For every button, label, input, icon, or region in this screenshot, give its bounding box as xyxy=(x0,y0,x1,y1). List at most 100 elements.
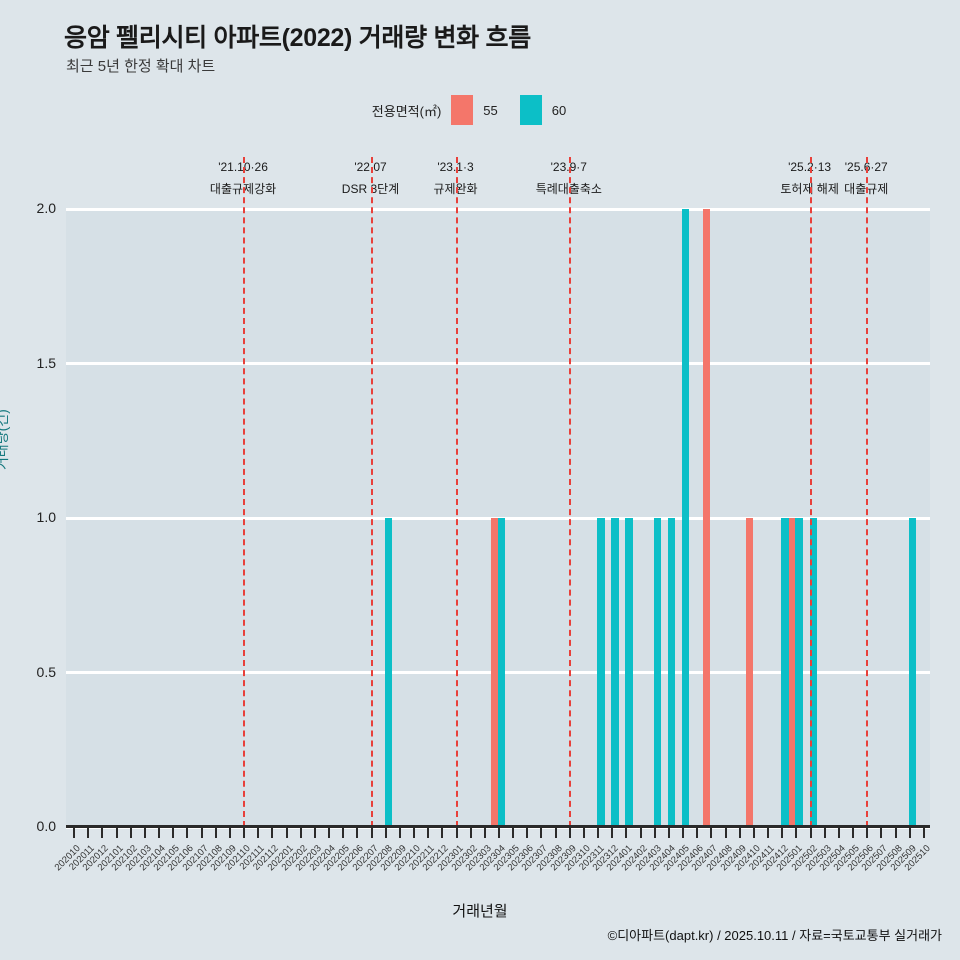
x-tick xyxy=(143,827,146,838)
legend-title: 전용면적(㎡) xyxy=(371,103,442,119)
event-line-202301 xyxy=(455,157,458,827)
x-tick xyxy=(87,827,90,838)
gridline xyxy=(66,207,930,211)
bar-60-202509[interactable] xyxy=(908,518,917,827)
x-tick xyxy=(427,827,430,838)
bar-60-202501[interactable] xyxy=(795,518,803,827)
x-tick xyxy=(129,827,132,838)
x-tick xyxy=(313,827,316,838)
x-tick xyxy=(186,827,189,838)
x-tick xyxy=(752,827,755,838)
legend-label-60: 60 xyxy=(551,102,567,118)
bar-60-202208[interactable] xyxy=(384,518,393,827)
x-tick xyxy=(512,827,515,838)
x-tick xyxy=(540,827,543,838)
y-axis-title: 거래량(건) xyxy=(0,409,10,470)
bar-55-202304[interactable] xyxy=(490,518,498,827)
x-tick xyxy=(767,827,770,838)
x-tick xyxy=(158,827,161,838)
legend-swatch-60 xyxy=(519,95,542,125)
y-tick-label: 2.0 xyxy=(36,200,56,216)
bar-60-202401[interactable] xyxy=(625,518,633,827)
x-tick xyxy=(922,827,925,838)
x-tick xyxy=(809,827,812,838)
event-date: '21.10·26 xyxy=(218,160,268,174)
event-line-202207 xyxy=(370,157,373,827)
x-tick xyxy=(483,827,486,838)
bar-60-202312[interactable] xyxy=(611,518,619,827)
y-tick-label: 0.5 xyxy=(36,663,56,680)
event-date: '22.07 xyxy=(354,160,387,174)
bar-60-202502[interactable] xyxy=(809,518,817,827)
x-tick xyxy=(597,827,600,838)
chart-subtitle: 최근 5년 한정 확대 차트 xyxy=(66,58,216,75)
x-tick xyxy=(455,827,458,838)
chart-legend: 전용면적(㎡) 55 60 xyxy=(0,95,960,125)
bar-60-202311[interactable] xyxy=(597,518,605,827)
x-tick xyxy=(498,827,500,838)
bar-60-202403[interactable] xyxy=(653,518,662,827)
event-line-202502 xyxy=(809,157,812,827)
x-tick xyxy=(894,827,897,838)
x-tick xyxy=(696,827,699,838)
x-tick xyxy=(568,827,571,838)
x-tick xyxy=(682,827,685,838)
x-tick xyxy=(738,827,741,838)
y-tick-label: 1.0 xyxy=(36,509,56,525)
event-line-202309 xyxy=(568,157,571,827)
event-line-202110 xyxy=(243,157,246,827)
x-tick xyxy=(866,827,869,838)
x-tick xyxy=(582,827,585,838)
x-tick xyxy=(852,827,855,838)
x-tick xyxy=(299,827,302,838)
x-tick xyxy=(228,827,231,838)
x-tick xyxy=(710,827,713,838)
event-date: '25.6·27 xyxy=(844,160,888,174)
bar-55-202501[interactable] xyxy=(788,518,796,827)
x-tick xyxy=(469,827,472,838)
legend-swatch-55 xyxy=(451,95,474,125)
gridline xyxy=(66,362,930,365)
x-tick xyxy=(257,827,260,838)
x-tick xyxy=(200,827,203,838)
bar-55-202407[interactable] xyxy=(703,209,711,827)
x-tick xyxy=(214,827,217,838)
x-tick xyxy=(837,827,840,838)
x-tick xyxy=(243,827,246,838)
x-tick xyxy=(398,827,401,838)
x-tick xyxy=(653,827,656,838)
x-tick xyxy=(328,827,331,838)
y-tick-label: 1.5 xyxy=(36,354,56,371)
bar-55-202410[interactable] xyxy=(745,518,753,827)
x-tick xyxy=(342,827,345,838)
bar-60-202405[interactable] xyxy=(682,209,690,827)
x-tick xyxy=(413,827,416,838)
bar-60-202412[interactable] xyxy=(781,518,789,827)
x-tick xyxy=(724,827,727,838)
x-axis-title: 거래년월 xyxy=(452,903,508,920)
bar-60-202304[interactable] xyxy=(498,518,506,827)
x-tick xyxy=(781,827,784,838)
x-tick xyxy=(384,827,387,838)
x-tick xyxy=(667,827,670,838)
x-axis-line xyxy=(66,825,930,828)
x-tick xyxy=(101,827,104,838)
page-title: 응암 펠리시티 아파트(2022) 거래량 변화 흐름 xyxy=(64,24,531,52)
x-tick xyxy=(370,827,373,838)
bar-60-202404[interactable] xyxy=(667,518,676,827)
x-tick xyxy=(172,827,175,838)
x-tick xyxy=(554,827,557,838)
x-tick xyxy=(271,827,274,838)
x-tick xyxy=(823,827,826,838)
y-tick-label: 0.0 xyxy=(36,818,56,834)
x-tick xyxy=(115,827,118,838)
event-date: '25.2·13 xyxy=(788,160,832,174)
legend-label-55: 55 xyxy=(483,102,498,118)
event-line-202506 xyxy=(866,157,869,827)
footer-credit: ©디아파트(dapt.kr) / 2025.10.11 / 자료=국토교통부 실… xyxy=(607,928,942,943)
x-tick xyxy=(285,827,288,838)
x-tick xyxy=(73,827,76,838)
x-tick xyxy=(526,827,529,838)
x-tick xyxy=(611,827,614,838)
